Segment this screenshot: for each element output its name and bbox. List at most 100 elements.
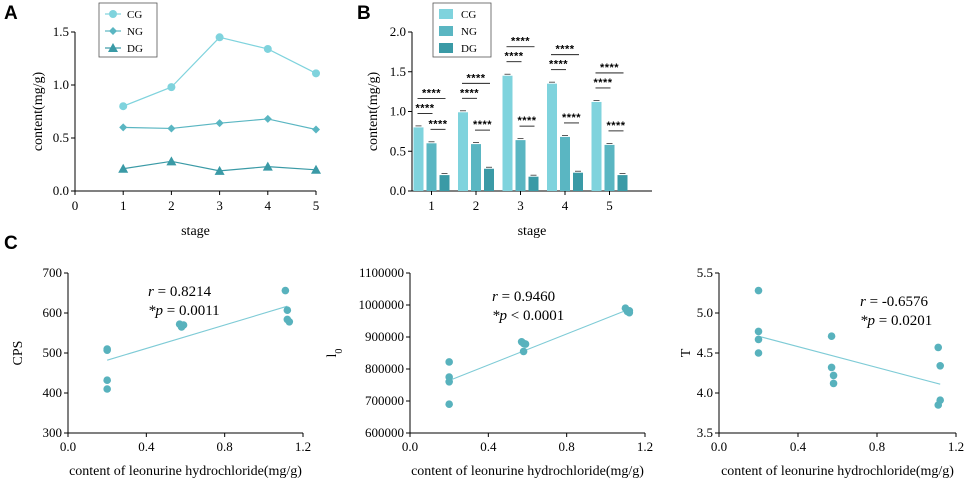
y-tick-label: 300 xyxy=(43,425,63,440)
y-tick-label: 5.5 xyxy=(697,265,713,280)
scatter-point xyxy=(445,378,453,386)
legend-swatch xyxy=(439,9,453,19)
y-tick-label: 1100000 xyxy=(359,265,404,280)
data-point-dg xyxy=(118,163,129,173)
legend-label: CG xyxy=(461,9,476,21)
y-axis-title: content(mg/g) xyxy=(31,72,46,152)
bar-ng xyxy=(426,143,437,191)
y-tick-label: 3.5 xyxy=(697,425,713,440)
stat-r: r = 0.8214 xyxy=(148,284,212,300)
stat-p-symbol: *p xyxy=(860,313,876,329)
y-tick-label: 0.0 xyxy=(53,183,69,198)
y-tick-label: 4.0 xyxy=(697,385,713,400)
panel-c-cps-scatter: 300 400 500 600 700 0.0 0.4 0.8 1.2 content of le… xyxy=(11,265,311,479)
bar-ng xyxy=(515,140,526,191)
x-axis-title: content of leonurine hydrochloride(mg/g) xyxy=(411,464,644,479)
data-point-cg xyxy=(312,69,320,78)
data-point-cg xyxy=(119,102,128,111)
y-tick-label: 0.5 xyxy=(390,143,406,158)
scatter-point xyxy=(283,306,292,315)
legend-marker xyxy=(109,10,117,18)
stat-p-value: 0.0001 xyxy=(523,308,564,324)
y-tick-label: 1.5 xyxy=(390,64,406,79)
bar-cg xyxy=(547,83,557,191)
legend-marker xyxy=(108,43,118,52)
significance-label: **** xyxy=(466,72,485,84)
panel-c-l0-scatter: 600000 700000 800000 900000 1000000 1100000 0.… xyxy=(325,265,653,479)
y-tick-label: 1.5 xyxy=(53,24,69,39)
x-tick-label: 2 xyxy=(473,198,480,213)
regression-line xyxy=(448,308,630,382)
y-tick-label: 1.0 xyxy=(390,104,406,119)
stat-p-value: 0.0011 xyxy=(179,303,220,319)
significance-label: **** xyxy=(606,120,625,132)
y-axis-title: content(mg/g) xyxy=(366,72,381,152)
legend-label: DG xyxy=(461,43,477,55)
stat-r-symbol: r xyxy=(148,284,154,300)
y-tick-label: 2.0 xyxy=(390,24,406,39)
x-tick-label: 0.4 xyxy=(790,439,807,454)
data-point-cg xyxy=(263,44,272,53)
x-tick-label: 1.2 xyxy=(948,439,964,454)
bar-cg xyxy=(591,101,602,191)
x-tick-label: 0.0 xyxy=(60,439,76,454)
panel-letter-c: C xyxy=(4,233,18,254)
bar-dg xyxy=(528,176,539,191)
stat-p-operator: < xyxy=(511,308,519,324)
x-tick-label: 3 xyxy=(517,198,524,213)
x-tick-label: 0.8 xyxy=(869,439,885,454)
stat-r-equals: = xyxy=(498,289,514,305)
stat-r: r = -0.6576 xyxy=(860,294,929,310)
bar-ng xyxy=(471,144,481,191)
x-tick-label: 2 xyxy=(168,198,175,213)
x-tick-label: 5 xyxy=(313,198,320,213)
x-tick-label: 5 xyxy=(606,198,613,213)
data-point-dg xyxy=(262,161,273,171)
significance-label: **** xyxy=(562,112,581,124)
bar-dg xyxy=(573,172,583,191)
significance-label: **** xyxy=(549,59,568,71)
y-tick-label: 900000 xyxy=(365,329,404,344)
significance-label: **** xyxy=(593,77,612,89)
x-axis-title: stage xyxy=(181,224,210,239)
scatter-point xyxy=(934,343,943,352)
bar-ng xyxy=(604,144,615,191)
significance-label: **** xyxy=(415,102,434,114)
scatter-point xyxy=(103,376,111,385)
y-tick-label: 800000 xyxy=(365,361,404,376)
bar-ng xyxy=(560,136,570,191)
data-point-ng xyxy=(312,125,320,134)
legend-label: DG xyxy=(127,43,143,55)
x-tick-label: 0.8 xyxy=(217,439,233,454)
significance-label: **** xyxy=(600,62,619,74)
scatter-point xyxy=(934,401,943,409)
stat-r-symbol: r xyxy=(492,289,498,305)
x-tick-label: 1 xyxy=(120,198,127,213)
x-tick-label: 4 xyxy=(265,198,272,213)
stat-p-symbol: *p xyxy=(148,303,164,319)
legend-swatch xyxy=(439,26,453,36)
bar-dg xyxy=(439,175,450,191)
x-tick-label: 0.4 xyxy=(138,439,155,454)
scatter-point xyxy=(936,362,944,370)
significance-label: **** xyxy=(460,87,479,99)
y-tick-label: 600000 xyxy=(365,425,404,440)
scatter-point xyxy=(177,323,186,331)
significance-label: **** xyxy=(422,87,441,99)
x-tick-label: 0.4 xyxy=(480,439,497,454)
scatter-point xyxy=(625,306,634,315)
regression-line xyxy=(758,335,941,385)
y-tick-label: 400 xyxy=(43,385,63,400)
data-point-ng xyxy=(263,114,272,123)
scatter-point xyxy=(827,363,836,372)
y-tick-label: 700000 xyxy=(365,393,404,408)
scatter-point xyxy=(754,335,763,344)
legend-label: CG xyxy=(127,9,142,21)
y-tick-label: 0.5 xyxy=(53,130,69,145)
data-point-dg xyxy=(311,164,321,174)
y-tick-label: 500 xyxy=(43,345,63,360)
x-tick-label: 0.8 xyxy=(559,439,575,454)
y-axis-title: T xyxy=(679,348,694,357)
x-tick-label: 3 xyxy=(216,198,223,213)
stat-r: r = 0.9460 xyxy=(492,289,555,305)
